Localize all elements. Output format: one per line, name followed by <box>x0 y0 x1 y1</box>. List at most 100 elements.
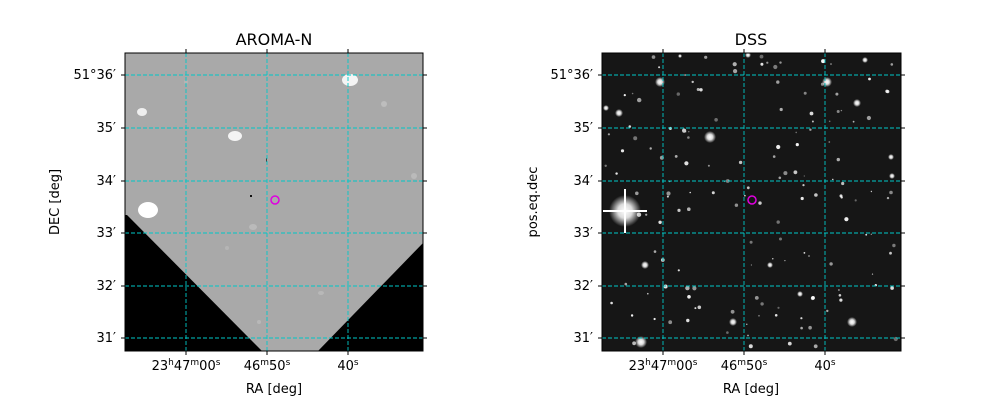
dss-star <box>889 173 895 179</box>
dss-y-axis-label: pos.eq.dec <box>526 167 541 238</box>
dss-star <box>653 250 657 253</box>
dss-star <box>649 147 652 150</box>
dss-x-tick-label: 23h47m00s <box>629 358 698 374</box>
dss-star <box>813 344 818 349</box>
dss-star <box>774 314 778 317</box>
aroma-n-frame <box>124 52 424 352</box>
aroma-n-faint-source <box>225 246 229 250</box>
dss-star <box>730 309 735 314</box>
dss-y-tick-labels: 51°36′ 35′ 34′ 33′ 32′ 31′ <box>550 68 593 346</box>
dss-star <box>793 170 798 175</box>
dss-star <box>744 194 746 197</box>
dss-star <box>854 199 857 202</box>
dss-star <box>711 191 715 195</box>
dss-star <box>748 344 753 349</box>
dss-stars <box>603 53 898 349</box>
dss-star <box>892 243 896 248</box>
dss-star <box>689 191 691 194</box>
dss-y-tick-label: 35′ <box>574 121 594 136</box>
dss-star <box>888 154 894 160</box>
dss-star <box>714 118 718 122</box>
dss-star <box>687 136 690 139</box>
dss-star <box>697 305 702 310</box>
dss-star <box>682 128 687 133</box>
dss-star <box>776 80 780 84</box>
dss-star <box>658 220 662 224</box>
aroma-n-bright-source <box>228 131 242 141</box>
dss-star <box>738 160 743 165</box>
dss-star <box>726 331 729 334</box>
dss-y-tick-label: 32′ <box>574 279 594 294</box>
dss-star <box>809 111 814 116</box>
dss-star <box>889 251 892 255</box>
dss-star <box>641 261 649 269</box>
dss-star <box>694 307 697 310</box>
dss-star <box>853 99 861 107</box>
aroma-n-x-tick-label: 40s <box>337 358 359 374</box>
dss-star <box>866 115 872 121</box>
dss-star <box>647 292 649 295</box>
dss-star <box>811 120 814 123</box>
dss-star <box>676 92 680 96</box>
dss-star <box>635 336 647 348</box>
dss-star <box>840 196 843 199</box>
dss-star <box>803 175 805 177</box>
dss-star <box>847 317 857 327</box>
aroma-n-y-tick-label: 31′ <box>97 331 117 346</box>
dss-star <box>802 184 805 187</box>
dss-star <box>766 61 769 64</box>
dss-star <box>615 109 623 117</box>
dss-star <box>677 208 681 212</box>
dss-star <box>828 120 831 123</box>
dss-star <box>840 109 843 112</box>
aroma-n-bright-source <box>138 202 158 218</box>
dss-star <box>615 172 618 175</box>
dss-star <box>633 136 638 141</box>
dss-star <box>779 61 782 64</box>
dss-star <box>841 181 845 186</box>
dss-y-tick-label: 31′ <box>574 331 594 346</box>
aroma-n-target-marker <box>270 195 280 205</box>
dss-target-marker <box>747 195 757 205</box>
dss-star <box>666 191 671 196</box>
dss-star <box>852 120 855 123</box>
aroma-n-x-axis-label: RA [deg] <box>246 382 302 397</box>
dss-star <box>704 55 708 59</box>
aroma-n-panel: AROMA-N 51°36′ 35′ 34′ 33′ 32′ 31′ 23h47… <box>48 30 427 397</box>
dss-star <box>687 295 691 299</box>
dss-star <box>658 66 661 69</box>
aroma-n-artifact <box>266 158 267 162</box>
dss-star <box>733 69 738 74</box>
dss-star <box>632 341 636 346</box>
dss-star <box>691 80 694 84</box>
dss-star <box>610 301 613 305</box>
dss-bright-star <box>603 189 647 233</box>
dss-star <box>787 341 792 346</box>
dss-star <box>620 149 625 153</box>
dss-star <box>820 82 825 86</box>
aroma-n-faint-source <box>411 173 417 179</box>
aroma-n-y-tick-labels: 51°36′ 35′ 34′ 33′ 32′ 31′ <box>73 68 116 346</box>
dss-star <box>692 286 697 291</box>
aroma-n-x-tick-label: 23h47m00s <box>152 358 221 374</box>
dss-star <box>844 217 849 222</box>
aroma-n-sources <box>137 74 417 324</box>
dss-star <box>800 317 803 320</box>
dss-x-tick-label: 46m50s <box>721 358 768 374</box>
dss-star <box>776 220 780 224</box>
dss-star <box>811 296 815 300</box>
aroma-n-y-tick-label: 32′ <box>97 279 117 294</box>
dss-star <box>725 179 730 183</box>
aroma-n-ticks <box>121 49 427 355</box>
dss-star <box>653 317 656 321</box>
dss-star <box>651 55 656 59</box>
dss-star <box>707 164 710 167</box>
dss-star <box>837 289 840 291</box>
aroma-n-coverage-mask-left <box>125 215 262 351</box>
dss-y-tick-label: 33′ <box>574 226 594 241</box>
dss-star <box>687 207 691 211</box>
aroma-n-faint-source <box>257 320 261 324</box>
dss-x-axis-label: RA [deg] <box>723 382 779 397</box>
dss-star <box>749 240 753 244</box>
